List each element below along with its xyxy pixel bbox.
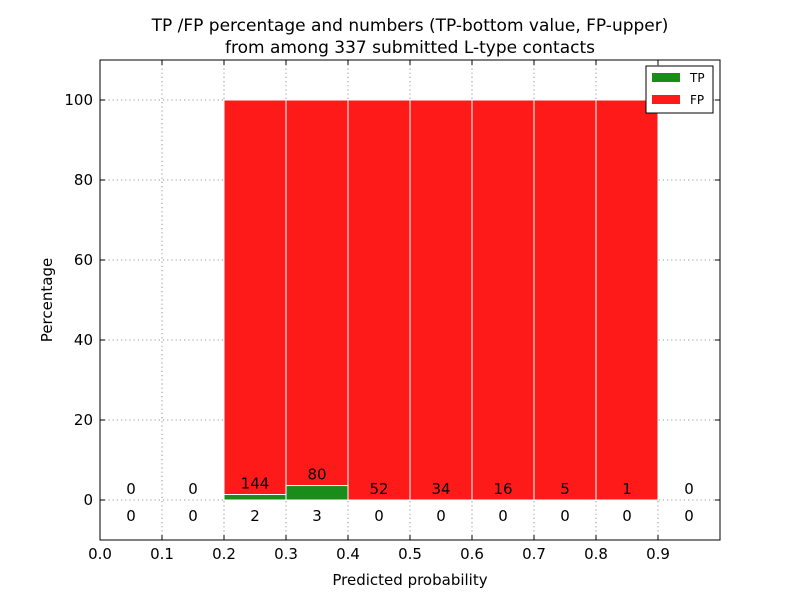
tp-count-label: 0 xyxy=(498,507,508,525)
legend-label-tp: TP xyxy=(689,71,705,85)
tp-count-label: 0 xyxy=(622,507,632,525)
fp-count-label: 144 xyxy=(241,475,270,493)
x-tick-label: 0.3 xyxy=(274,545,298,563)
x-tick-label: 0.6 xyxy=(460,545,484,563)
y-tick-label: 0 xyxy=(83,491,93,509)
bars xyxy=(223,99,659,501)
fp-count-label: 0 xyxy=(684,480,694,498)
chart-title-line-1: TP /FP percentage and numbers (TP-bottom… xyxy=(151,16,669,36)
tp-count-label: 0 xyxy=(560,507,570,525)
fp-bar xyxy=(409,99,473,501)
x-tick-label: 0.4 xyxy=(336,545,360,563)
fp-bar xyxy=(347,99,411,501)
legend: TP FP xyxy=(645,65,714,114)
x-axis-label: Predicted probability xyxy=(332,571,487,589)
y-tick-label: 80 xyxy=(74,171,93,189)
fp-count-label: 80 xyxy=(307,466,326,484)
fp-count-label: 52 xyxy=(369,480,388,498)
fp-count-label: 16 xyxy=(493,480,512,498)
fp-bar xyxy=(223,99,287,496)
tp-count-label: 0 xyxy=(436,507,446,525)
fp-bar xyxy=(595,99,659,501)
tp-count-label: 0 xyxy=(374,507,384,525)
y-axis-label: Percentage xyxy=(38,258,56,342)
fp-count-label: 5 xyxy=(560,480,570,498)
x-tick-label: 0.1 xyxy=(150,545,174,563)
x-tick-label: 0.2 xyxy=(212,545,236,563)
y-tick-label: 40 xyxy=(74,331,93,349)
y-tick-label: 20 xyxy=(74,411,93,429)
x-tick-label: 0.5 xyxy=(398,545,422,563)
x-tick-label: 0.0 xyxy=(88,545,112,563)
fp-bar xyxy=(471,99,535,501)
x-tick-label: 0.9 xyxy=(646,545,670,563)
fp-count-label: 34 xyxy=(431,480,450,498)
axis-ticks: 0.0 0.1 0.2 0.3 0.4 0.5 0.6 0.7 0.8 0.90204060801… xyxy=(64,60,720,563)
y-tick-label: 100 xyxy=(64,91,93,109)
y-tick-label: 60 xyxy=(74,251,93,269)
tp-bar xyxy=(285,485,349,501)
fp-count-label: 1 xyxy=(622,480,632,498)
legend-label-fp: FP xyxy=(690,93,704,107)
legend-swatch-fp xyxy=(652,95,680,104)
fp-count-label: 0 xyxy=(126,480,136,498)
x-tick-label: 0.8 xyxy=(584,545,608,563)
tp-count-label: 2 xyxy=(250,507,260,525)
bar-labels: 0 0 0 0 144 2 80 3 52 0 34 0 16 0 5 0 1 0 0 0 xyxy=(126,466,694,525)
tp-count-label: 0 xyxy=(188,507,198,525)
chart-title-line-2: from among 337 submitted L-type contacts xyxy=(225,38,595,58)
tp-bar xyxy=(223,494,287,501)
fp-bar xyxy=(285,99,349,487)
x-tick-label: 0.7 xyxy=(522,545,546,563)
legend-swatch-tp xyxy=(652,73,680,82)
tp-count-label: 3 xyxy=(312,507,322,525)
tp-count-label: 0 xyxy=(684,507,694,525)
fp-bar xyxy=(533,99,597,501)
fp-count-label: 0 xyxy=(188,480,198,498)
tp-count-label: 0 xyxy=(126,507,136,525)
